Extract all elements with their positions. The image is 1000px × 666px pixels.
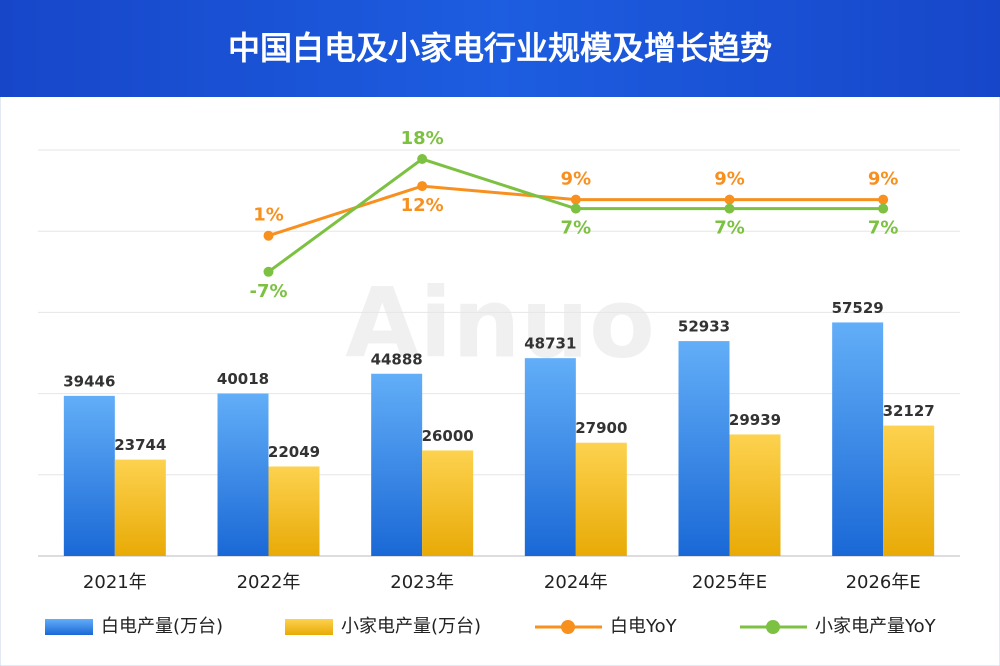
data-label: 26000 [422, 427, 474, 445]
x-tick-label: 2024年 [544, 572, 608, 593]
legend-swatch [561, 620, 575, 634]
data-label: 7% [561, 218, 592, 239]
x-tick-label: 2026年E [846, 572, 921, 593]
x-tick-label: 2025年E [692, 572, 767, 593]
data-label: 9% [561, 169, 592, 190]
bar [678, 341, 730, 556]
legend-label: 小家电产量(万台) [341, 616, 481, 637]
bar [575, 442, 627, 556]
legend-swatch [766, 620, 780, 634]
header [0, 0, 1000, 97]
legend-label: 白电YoY [610, 616, 678, 637]
bar [729, 434, 781, 556]
x-tick-label: 2022年 [237, 572, 301, 593]
legend-label: 白电产量(万台) [101, 616, 223, 637]
bar [63, 395, 115, 556]
line-point [417, 181, 428, 192]
data-label: 52933 [678, 318, 730, 336]
bar [114, 459, 166, 556]
line-point [878, 203, 889, 214]
data-label: 39446 [63, 372, 115, 390]
data-label: 32127 [883, 402, 935, 420]
data-label: 27900 [575, 419, 627, 437]
bar [217, 393, 269, 556]
data-label: 9% [868, 169, 899, 190]
line-point [724, 203, 735, 214]
line-point [263, 266, 274, 277]
line-point [724, 194, 735, 205]
x-tick-label: 2021年 [83, 572, 147, 593]
bar [422, 450, 474, 556]
line-point [417, 154, 428, 165]
data-label: 7% [868, 218, 899, 239]
data-label: 57529 [832, 299, 884, 317]
bar [883, 425, 935, 556]
legend-swatch [285, 619, 333, 635]
data-label: 12% [401, 195, 444, 216]
data-label: 18% [401, 128, 444, 149]
data-label: 40018 [217, 370, 269, 388]
line-point [878, 194, 889, 205]
x-tick-label: 2023年 [390, 572, 454, 593]
watermark: Ainuo [345, 267, 655, 379]
data-label: 48731 [524, 335, 576, 353]
chart-title: 中国白电及小家电行业规模及增长趋势 [228, 29, 772, 67]
line-point [263, 230, 274, 241]
data-label: 9% [714, 169, 745, 190]
data-label: 23744 [114, 436, 166, 454]
bar [832, 322, 884, 556]
data-label: -7% [249, 281, 287, 302]
data-label: 1% [253, 205, 284, 226]
legend-label: 小家电产量YoY [815, 616, 937, 637]
bar [371, 373, 423, 556]
data-label: 44888 [371, 350, 423, 368]
bar [268, 466, 320, 556]
bar [524, 358, 576, 556]
data-label: 29939 [729, 411, 781, 429]
legend-swatch [45, 619, 93, 635]
data-label: 22049 [268, 443, 320, 461]
line-point [570, 203, 581, 214]
data-label: 7% [714, 218, 745, 239]
line-point [570, 194, 581, 205]
